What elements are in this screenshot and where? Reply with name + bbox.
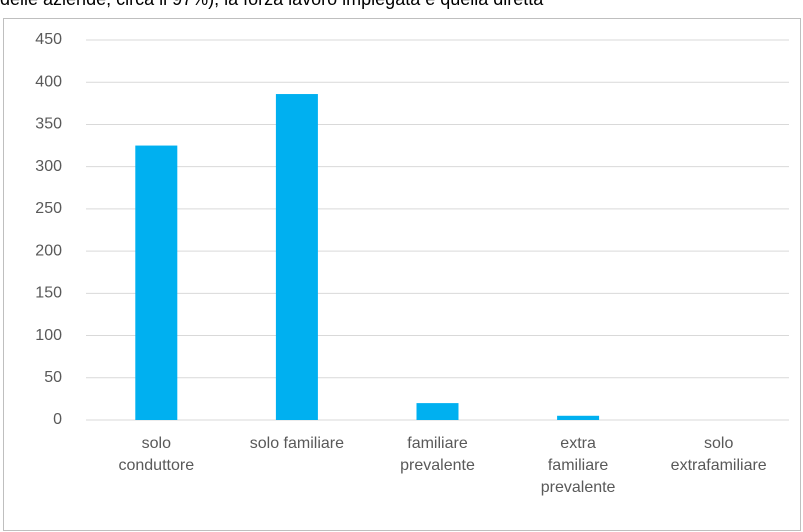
caption: delle aziende, circa il 97%), la forza l…	[0, 0, 543, 10]
x-tick-label: familiare prevalente	[400, 435, 475, 474]
y-tick-label: 150	[35, 285, 62, 302]
y-tick-label: 450	[35, 31, 62, 48]
bar	[557, 415, 600, 420]
y-tick-label: 50	[44, 369, 62, 386]
x-tick-label: solo conduttore	[118, 435, 195, 474]
y-tick-label: 250	[35, 200, 62, 217]
y-tick-label: 100	[35, 327, 62, 344]
x-tick-label: solo familiare	[249, 435, 345, 452]
x-tick-label: solo extrafamiliare	[670, 435, 767, 474]
x-tick-label: extra familiare prevalente	[540, 435, 616, 496]
y-tick-label: 350	[35, 116, 62, 133]
y-tick-label: 400	[35, 73, 62, 90]
bar	[275, 94, 318, 421]
y-tick-label: 0	[53, 411, 62, 428]
chart-frame	[3, 18, 801, 531]
y-tick-label: 200	[35, 242, 62, 259]
y-tick-label: 300	[35, 158, 62, 175]
bar	[135, 145, 178, 421]
bar	[416, 403, 459, 420]
